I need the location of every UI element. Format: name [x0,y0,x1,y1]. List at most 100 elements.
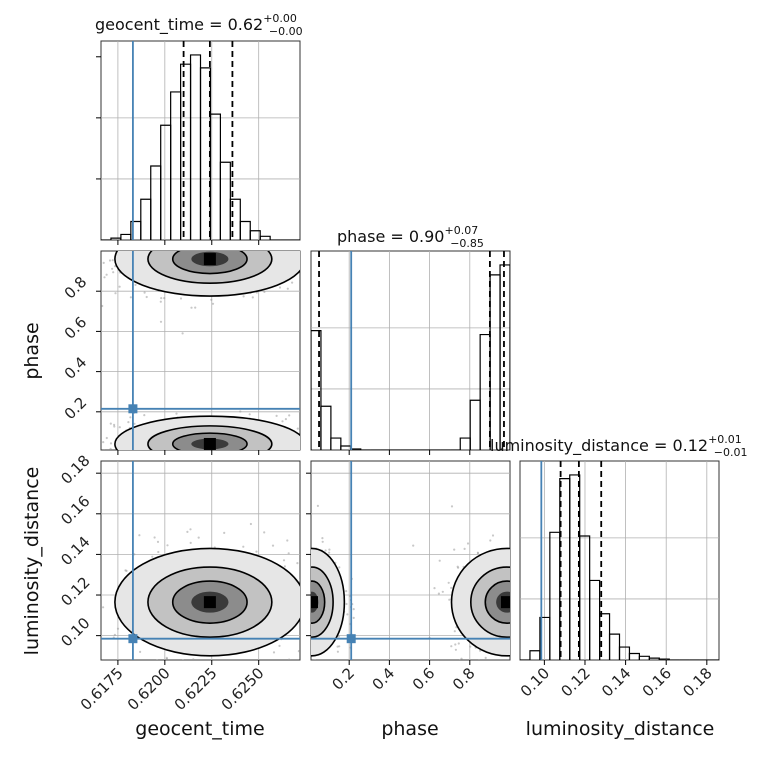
sample-point-phase-luminosity_distance-0-503 [536,577,538,579]
sample-point-phase-luminosity_distance-0-427 [518,593,520,595]
sample-point-geocent_time-phase-0-399 [186,223,188,225]
sample-point-geocent_time-phase-0-485 [215,232,217,234]
sample-point-phase-luminosity_distance-0-447 [513,661,515,663]
density-peak-geocent_time-luminosity_distance-0 [203,596,216,609]
hist-bin-luminosity_distance-9 [608,633,621,660]
sample-point-geocent_time-luminosity_distance-0-256 [102,606,105,609]
sample-point-geocent_time-phase-0-456 [203,247,205,249]
sample-point-phase-luminosity_distance-0-311 [555,581,557,583]
contour-phase-luminosity_distance-0-1 [470,566,510,638]
sample-point-phase-luminosity_distance-1-189 [306,611,308,613]
contour-phase-luminosity_distance-1-2 [311,580,326,624]
sample-point-phase-luminosity_distance-0-8 [496,666,498,668]
sample-point-phase-luminosity_distance-1-290 [305,649,307,651]
sample-point-phase-luminosity_distance-1-446 [307,600,309,602]
sample-point-geocent_time-phase-0-43 [287,232,289,234]
sample-point-geocent_time-phase-0-94 [173,222,175,224]
sample-point-phase-luminosity_distance-1-523 [303,589,305,591]
sample-point-geocent_time-phase-0-325 [219,245,221,247]
sample-point-geocent_time-phase-1-234 [279,469,281,471]
sample-point-phase-luminosity_distance-1-201 [338,645,341,648]
sample-point-phase-luminosity_distance-0-530 [531,581,533,583]
sample-point-geocent_time-phase-0-196 [338,295,340,297]
sample-point-phase-luminosity_distance-0-145 [531,582,533,584]
sample-point-phase-luminosity_distance-0-339 [438,559,441,562]
sample-point-phase-luminosity_distance-0-462 [515,610,517,612]
sample-point-geocent_time-luminosity_distance-0-159 [189,528,192,531]
sample-point-phase-luminosity_distance-0-475 [524,618,526,620]
hist-bin-geocent_time-8 [180,63,192,240]
hist-bin-phase-2 [330,437,342,450]
sample-point-phase-luminosity_distance-1-155 [279,551,281,553]
ytick-label-luminosity_distance-1: 0.12 [57,573,93,609]
sample-point-geocent_time-phase-0-514 [231,238,233,240]
sample-point-geocent_time-phase-0-502 [145,295,148,299]
sample-point-phase-luminosity_distance-0-398 [553,600,555,602]
sample-point-geocent_time-phase-1-419 [281,420,284,423]
histogram-geocent_time [101,41,300,240]
sample-point-geocent_time-phase-0-359 [108,259,112,262]
sample-point-phase-luminosity_distance-0-522 [517,629,519,631]
sample-point-geocent_time-phase-0-262 [159,320,163,323]
sample-point-phase-luminosity_distance-1-196 [302,576,304,578]
sample-point-phase-luminosity_distance-0-150 [555,620,557,622]
sample-point-phase-luminosity_distance-0-180 [546,608,548,610]
hist-bin-geocent_time-10 [199,67,212,240]
sample-point-phase-luminosity_distance-0-315 [550,592,552,594]
sample-point-phase-luminosity_distance-0-143 [532,585,534,587]
sample-point-geocent_time-phase-1-152 [260,463,262,465]
sample-point-phase-luminosity_distance-0-474 [511,669,513,671]
sample-point-geocent_time-phase-0-211 [260,245,262,247]
sample-point-geocent_time-phase-0-73 [219,248,221,250]
sample-point-geocent_time-phase-0-501 [225,232,227,234]
contour-geocent_time-luminosity_distance-0-1 [147,566,273,638]
sample-point-geocent_time-phase-0-322 [222,222,224,224]
ytick-label-phase-0: 0.2 [61,393,91,423]
sample-point-phase-luminosity_distance-0-376 [534,631,536,633]
sample-point-phase-luminosity_distance-0-491 [514,558,516,560]
sample-point-geocent_time-phase-1-202 [258,456,260,458]
sample-point-geocent_time-phase-0-233 [217,226,219,228]
sample-point-phase-luminosity_distance-0-32 [516,628,518,630]
sample-point-phase-luminosity_distance-1-5 [306,581,308,583]
sample-point-geocent_time-phase-0-185 [316,265,318,267]
sample-point-geocent_time-phase-0-77 [204,234,206,236]
sample-point-phase-luminosity_distance-1-328 [303,616,305,618]
sample-point-geocent_time-phase-1-394 [168,455,170,457]
sample-point-geocent_time-phase-1-361 [274,455,276,457]
sample-point-phase-luminosity_distance-1-146 [306,582,308,584]
hist-bin-phase-18 [489,274,501,450]
sample-point-geocent_time-phase-1-201 [224,455,226,457]
sample-point-phase-luminosity_distance-0-193 [526,622,528,624]
xtick-label-luminosity_distance-1: 0.12 [557,664,593,700]
sample-point-phase-luminosity_distance-0-388 [514,559,516,561]
sample-point-phase-luminosity_distance-0-185 [511,594,513,596]
sample-point-phase-luminosity_distance-0-173 [527,599,529,601]
sample-point-phase-luminosity_distance-1-106 [302,583,304,585]
sample-point-geocent_time-phase-1-273 [263,455,265,457]
sample-point-phase-luminosity_distance-1-301 [304,557,306,559]
sample-point-geocent_time-phase-1-289 [105,436,108,440]
sample-point-phase-luminosity_distance-1-147 [303,661,305,663]
sample-point-geocent_time-luminosity_distance-0-267 [299,579,300,582]
sample-point-phase-luminosity_distance-0-477 [489,539,492,542]
sample-point-phase-luminosity_distance-1-246 [312,684,314,686]
sample-point-phase-luminosity_distance-1-271 [352,608,355,611]
sample-point-phase-luminosity_distance-1-502 [324,549,327,552]
sample-point-phase-luminosity_distance-1-492 [308,648,310,650]
xtick-label-geocent_time-0: 0.6175 [77,664,127,714]
sample-point-geocent_time-phase-0-319 [143,291,146,294]
sample-point-phase-luminosity_distance-0-176 [510,590,512,592]
sample-point-phase-luminosity_distance-1-20 [297,626,299,628]
sample-point-phase-luminosity_distance-1-112 [304,552,306,554]
sample-point-geocent_time-phase-1-279 [187,474,189,476]
sample-point-geocent_time-phase-0-489 [203,248,205,250]
sample-point-geocent_time-phase-1-98 [142,465,144,467]
sample-point-phase-luminosity_distance-1-403 [337,635,340,638]
sample-point-phase-luminosity_distance-1-264 [307,606,309,608]
hist-bin-geocent_time-16 [259,235,271,240]
hist-bin-luminosity_distance-12 [638,655,650,660]
sample-point-geocent_time-phase-1-303 [248,413,251,416]
sample-point-geocent_time-phase-0-5 [111,267,114,270]
sample-point-phase-luminosity_distance-0-147 [454,643,457,646]
